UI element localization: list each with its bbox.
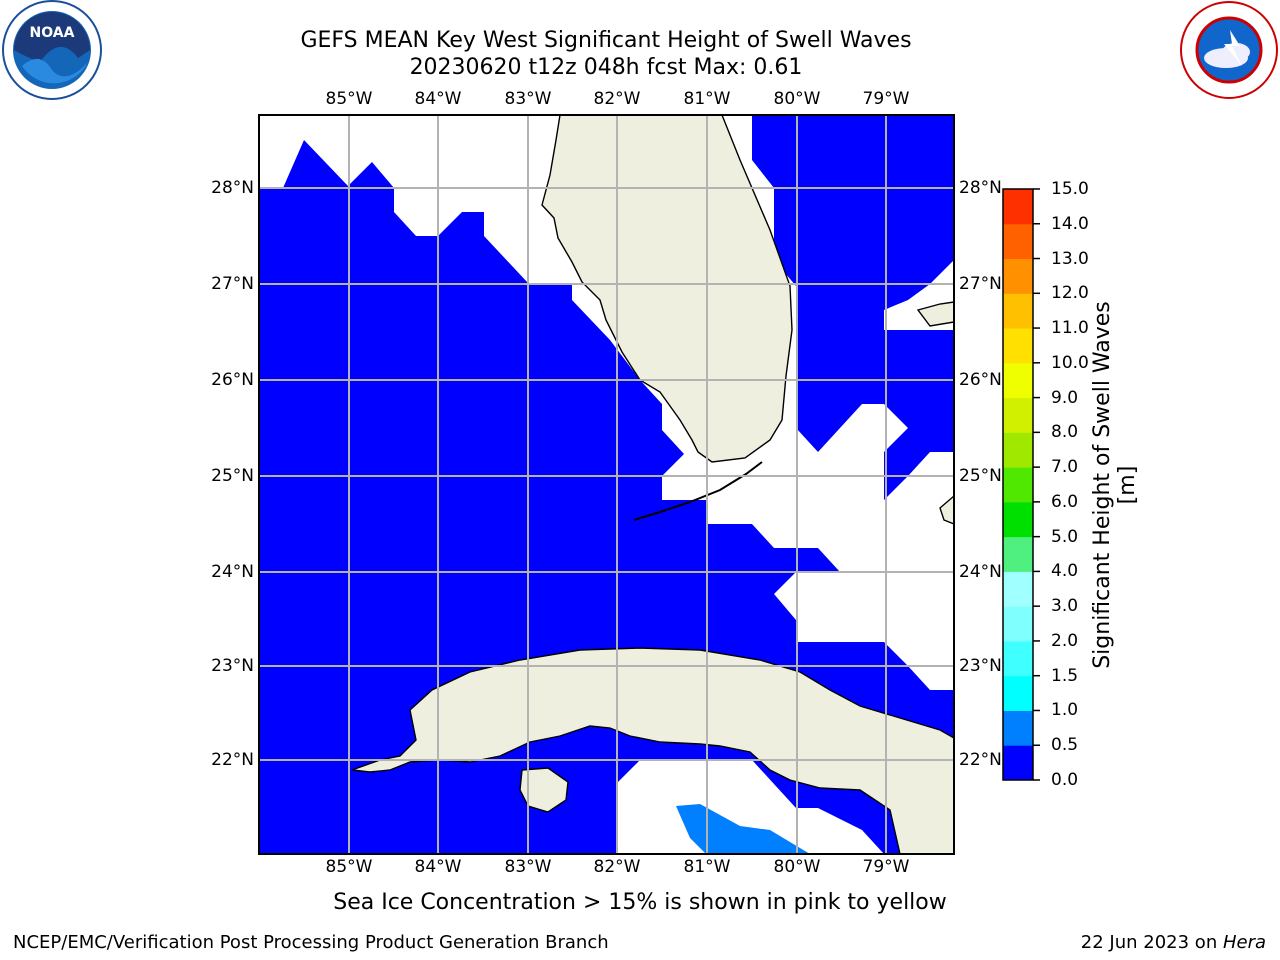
map-frame [258,114,955,855]
lat-label-left: 24°N [211,562,254,582]
lat-label-right: 27°N [959,274,1002,294]
colorbar-tick-label: 10.0 [1051,352,1089,373]
colorbar-tick-label: 14.0 [1051,213,1089,234]
colorbar-tick-label: 6.0 [1051,491,1079,512]
colorbar-swatch [1003,571,1033,607]
swell-field-atlantic [752,115,954,500]
colorbar-tick-label: 1.5 [1051,665,1079,686]
lat-label-right: 22°N [959,750,1002,770]
footer-host: Hera [1222,932,1266,953]
colorbar-tick-label: 0.5 [1051,735,1079,756]
land-bahamas [916,301,954,327]
lon-label-top: 79°W [862,89,910,109]
lat-label-right: 23°N [959,656,1002,676]
footer-credit: NCEP/EMC/Verification Post Processing Pr… [13,932,609,953]
lat-label-left: 28°N [211,178,254,198]
land-andros [939,495,954,525]
chart-title: GEFS MEAN Key West Significant Height of… [300,28,912,53]
colorbar-swatch [1003,293,1033,329]
lon-label-bottom: 83°W [504,857,552,877]
colorbar-label: Significant Height of Swell Waves [m] [1090,301,1140,669]
colorbar-tick-label: 13.0 [1051,248,1089,269]
colorbar-frame [1002,188,1034,781]
lon-label-top: 84°W [414,89,462,109]
colorbar-tick-label: 4.0 [1051,561,1079,582]
lat-label-left: 26°N [211,370,254,390]
colorbar-tick-label: 1.0 [1051,700,1079,721]
footer-date: 22 Jun 2023 on Hera [1081,932,1266,953]
colorbar-swatch [1003,467,1033,503]
colorbar-swatch [1003,501,1033,538]
land-florida [541,115,793,463]
lon-label-top: 82°W [593,89,641,109]
footer-date-text: 22 Jun 2023 on [1080,932,1223,953]
chart-subtitle: 20230620 t12z 048h fcst Max: 0.61 [409,55,803,80]
lon-label-bottom: 79°W [862,857,910,877]
florida-keys [633,461,763,521]
nws-logo [1178,0,1280,100]
lat-label-left: 22°N [211,750,254,770]
land-isle-of-youth [519,767,569,813]
noaa-logo-text: NOAA [30,25,75,41]
lon-label-bottom: 80°W [773,857,821,877]
map-gridlines [259,115,954,854]
lon-label-top: 85°W [325,89,373,109]
lat-label-left: 27°N [211,274,254,294]
colorbar-swatch [1003,432,1033,468]
colorbar-tick-label: 15.0 [1051,179,1089,199]
colorbar-tick-label: 11.0 [1051,318,1089,339]
colorbar-tick-label: 7.0 [1051,457,1079,478]
colorbar-swatch [1003,640,1033,677]
lat-label-left: 25°N [211,466,254,486]
colorbar-swatch [1003,606,1033,642]
noaa-logo: NOAA [0,0,104,104]
land-cuba [351,647,954,854]
colorbar-swatch [1003,710,1033,746]
colorbar-swatch [1003,189,1033,225]
colorbar-tick-label: 8.0 [1051,422,1079,443]
colorbar-swatch [1003,258,1033,294]
colorbar-swatch [1003,675,1033,711]
lat-label-left: 23°N [211,656,254,676]
colorbar-swatch [1003,397,1033,433]
colorbar-tick-label: 9.0 [1051,387,1079,408]
colorbar-swatch [1003,362,1033,399]
colorbar [1002,188,1040,781]
colorbar-tick-label: 0.0 [1051,770,1079,790]
colorbar-tick-label: 3.0 [1051,596,1079,617]
colorbar-tick-label: 12.0 [1051,283,1089,304]
lon-label-top: 81°W [683,89,731,109]
colorbar-swatch [1003,745,1033,781]
colorbar-swatch [1003,328,1033,364]
lat-label-right: 25°N [959,466,1002,486]
lon-label-top: 80°W [773,89,821,109]
lat-label-right: 28°N [959,178,1002,198]
colorbar-tick-label: 2.0 [1051,630,1079,651]
colorbar-swatch [1003,536,1033,572]
lon-label-bottom: 84°W [414,857,462,877]
lon-label-top: 83°W [504,89,552,109]
lat-label-right: 24°N [959,562,1002,582]
lon-label-bottom: 81°W [683,857,731,877]
colorbar-tick-label: 5.0 [1051,526,1079,547]
colorbar-swatch [1003,223,1033,260]
sea-ice-note: Sea Ice Concentration > 15% is shown in … [333,890,947,915]
lon-label-bottom: 85°W [325,857,373,877]
swell-field-mid [676,804,810,854]
lat-label-right: 26°N [959,370,1002,390]
lon-label-bottom: 82°W [593,857,641,877]
